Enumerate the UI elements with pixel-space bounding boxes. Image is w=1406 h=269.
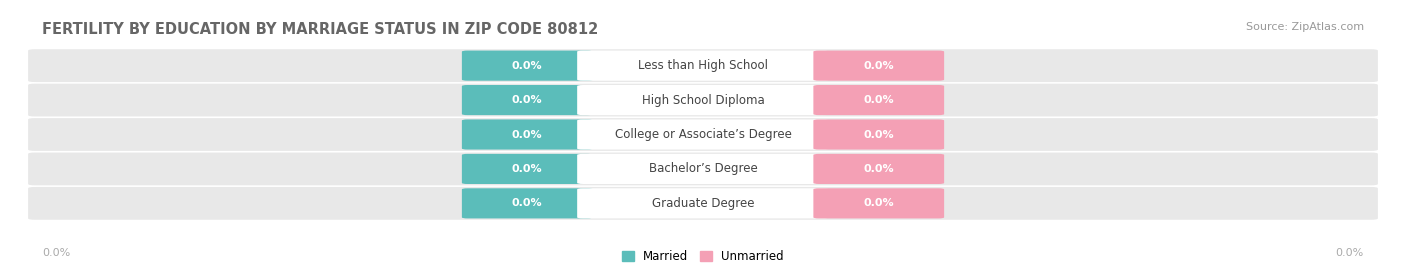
Text: 0.0%: 0.0% — [863, 198, 894, 208]
FancyBboxPatch shape — [28, 118, 1378, 151]
Text: 0.0%: 0.0% — [1336, 248, 1364, 258]
FancyBboxPatch shape — [813, 188, 945, 218]
Text: FERTILITY BY EDUCATION BY MARRIAGE STATUS IN ZIP CODE 80812: FERTILITY BY EDUCATION BY MARRIAGE STATU… — [42, 22, 599, 37]
FancyBboxPatch shape — [813, 85, 945, 115]
Text: 0.0%: 0.0% — [863, 95, 894, 105]
FancyBboxPatch shape — [813, 119, 945, 150]
FancyBboxPatch shape — [578, 119, 830, 150]
Text: 0.0%: 0.0% — [512, 129, 543, 140]
Text: High School Diploma: High School Diploma — [641, 94, 765, 107]
FancyBboxPatch shape — [578, 85, 830, 115]
Text: Graduate Degree: Graduate Degree — [652, 197, 754, 210]
Text: College or Associate’s Degree: College or Associate’s Degree — [614, 128, 792, 141]
FancyBboxPatch shape — [813, 51, 945, 81]
Text: 0.0%: 0.0% — [512, 198, 543, 208]
FancyBboxPatch shape — [578, 51, 830, 81]
Text: Source: ZipAtlas.com: Source: ZipAtlas.com — [1246, 22, 1364, 31]
FancyBboxPatch shape — [461, 154, 593, 184]
Text: 0.0%: 0.0% — [42, 248, 70, 258]
Legend: Married, Unmarried: Married, Unmarried — [621, 250, 785, 263]
Text: 0.0%: 0.0% — [863, 129, 894, 140]
FancyBboxPatch shape — [28, 153, 1378, 185]
FancyBboxPatch shape — [578, 154, 830, 184]
FancyBboxPatch shape — [28, 187, 1378, 220]
FancyBboxPatch shape — [28, 84, 1378, 116]
FancyBboxPatch shape — [461, 85, 593, 115]
Text: 0.0%: 0.0% — [512, 61, 543, 71]
FancyBboxPatch shape — [461, 188, 593, 218]
FancyBboxPatch shape — [813, 154, 945, 184]
FancyBboxPatch shape — [578, 188, 830, 218]
Text: Bachelor’s Degree: Bachelor’s Degree — [648, 162, 758, 175]
Text: 0.0%: 0.0% — [512, 164, 543, 174]
FancyBboxPatch shape — [461, 119, 593, 150]
Text: Less than High School: Less than High School — [638, 59, 768, 72]
Text: 0.0%: 0.0% — [512, 95, 543, 105]
Text: 0.0%: 0.0% — [863, 61, 894, 71]
FancyBboxPatch shape — [461, 51, 593, 81]
Text: 0.0%: 0.0% — [863, 164, 894, 174]
FancyBboxPatch shape — [28, 49, 1378, 82]
